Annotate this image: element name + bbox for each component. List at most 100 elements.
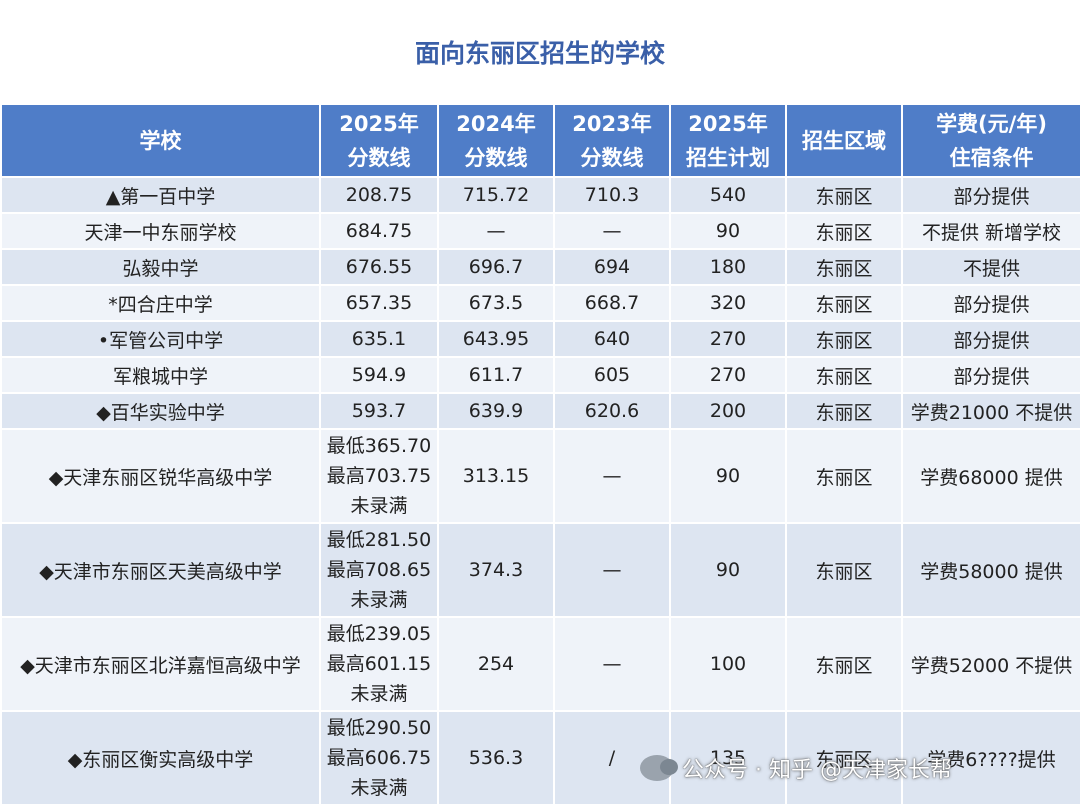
- plan-cell: 100: [669, 616, 787, 712]
- column-header-6: 学费(元/年) 住宿条件: [901, 103, 1080, 178]
- score-line: 未录满: [350, 683, 408, 705]
- score-line: 最高703.75: [326, 465, 432, 487]
- column-header-line: 分数线: [464, 145, 528, 170]
- score-2023-cell: 710.3: [553, 176, 671, 214]
- score-line: 最高606.75: [326, 747, 432, 769]
- plan-cell: 540: [669, 176, 787, 214]
- score-2024-cell: 254: [437, 616, 555, 712]
- plan-cell: 90: [669, 522, 787, 618]
- fee-cell: 部分提供: [901, 320, 1080, 358]
- score-line: 最低365.70: [326, 435, 432, 457]
- fee-cell: 学费68000 提供: [901, 428, 1080, 524]
- school-cell: 弘毅中学: [0, 248, 321, 286]
- area-cell: 东丽区: [785, 320, 903, 358]
- score-line: 635.1: [351, 328, 407, 350]
- score-2023-cell: 668.7: [553, 284, 671, 322]
- column-header-line: 分数线: [580, 145, 644, 170]
- column-header-0: 学校: [0, 103, 321, 178]
- fee-cell: 部分提供: [901, 284, 1080, 322]
- fee-cell: 不提供: [901, 248, 1080, 286]
- wechat-logo-icon: [640, 755, 678, 781]
- fee-cell: 学费52000 不提供: [901, 616, 1080, 712]
- score-2025-cell: 208.75: [319, 176, 439, 214]
- school-cell: ◆东丽区衡实高级中学: [0, 710, 321, 806]
- table-row: ◆天津东丽区锐华高级中学 最低365.70 最高703.75 未录满 313.15—90…: [0, 428, 1080, 524]
- table-row: 军粮城中学 594.9 611.7 605 270 东丽区 部分提供: [0, 356, 1080, 394]
- page-title: 面向东丽区招生的学校: [414, 38, 665, 68]
- score-line: 593.7: [351, 400, 407, 422]
- column-header-2: 2024年 分数线: [437, 103, 555, 178]
- column-header-line: 招生计划: [686, 145, 770, 170]
- plan-cell: 320: [669, 284, 787, 322]
- column-header-line: 学校: [139, 128, 182, 153]
- score-2025-cell: 593.7: [319, 392, 439, 430]
- area-cell: 东丽区: [785, 522, 903, 618]
- area-cell: 东丽区: [785, 176, 903, 214]
- score-2024-cell: 643.95: [437, 320, 555, 358]
- column-header-line: 分数线: [347, 145, 411, 170]
- score-2025-cell: 最低239.05 最高601.15 未录满: [319, 616, 439, 712]
- table-row: ▲第一百中学 208.75 715.72 710.3 540 东丽区 部分提供: [0, 176, 1080, 214]
- watermark-text: 公众号 · 知乎 @天津家长帮: [682, 758, 952, 783]
- plan-cell: 180: [669, 248, 787, 286]
- score-line: 657.35: [345, 292, 413, 314]
- score-2023-cell: —: [553, 616, 671, 712]
- score-2023-cell: 605: [553, 356, 671, 394]
- column-header-line: 2025年: [339, 111, 419, 136]
- score-line: 最低239.05: [326, 623, 432, 645]
- score-2023-cell: —: [553, 428, 671, 524]
- score-line: 最高601.15: [326, 653, 432, 675]
- school-cell: 军粮城中学: [0, 356, 321, 394]
- score-line: 684.75: [345, 220, 413, 242]
- score-line: 最低281.50: [326, 529, 432, 551]
- column-header-line: 学费(元/年): [936, 111, 1047, 136]
- school-cell: 天津一中东丽学校: [0, 212, 321, 250]
- school-cell: ◆天津市东丽区天美高级中学: [0, 522, 321, 618]
- score-line: 未录满: [350, 495, 408, 517]
- column-header-line: 招生区域: [802, 128, 886, 153]
- table-row: 弘毅中学 676.55 696.7 694 180 东丽区 不提供: [0, 248, 1080, 286]
- table-body: ▲第一百中学 208.75 715.72 710.3 540 东丽区 部分提供 天津一中东丽学…: [0, 176, 1080, 806]
- school-cell: ◆天津市东丽区北洋嘉恒高级中学: [0, 616, 321, 712]
- score-line: 未录满: [350, 589, 408, 611]
- area-cell: 东丽区: [785, 212, 903, 250]
- school-cell: ▲第一百中学: [0, 176, 321, 214]
- score-2024-cell: 374.3: [437, 522, 555, 618]
- fee-cell: 学费21000 不提供: [901, 392, 1080, 430]
- score-2025-cell: 684.75: [319, 212, 439, 250]
- score-2025-cell: 657.35: [319, 284, 439, 322]
- plan-cell: 135: [669, 710, 787, 806]
- score-line: 594.9: [351, 364, 407, 386]
- plan-cell: 270: [669, 320, 787, 358]
- score-2024-cell: —: [437, 212, 555, 250]
- area-cell: 东丽区: [785, 616, 903, 712]
- score-line: 208.75: [345, 184, 413, 206]
- fee-cell: 部分提供: [901, 356, 1080, 394]
- fee-cell: 学费6????提供: [901, 710, 1080, 806]
- column-header-5: 招生区域: [785, 103, 903, 178]
- column-header-4: 2025年招生计划: [669, 103, 787, 178]
- area-cell: 东丽区: [785, 284, 903, 322]
- school-cell: ◆百华实验中学: [0, 392, 321, 430]
- school-cell: •军管公司中学: [0, 320, 321, 358]
- score-2023-cell: —: [553, 212, 671, 250]
- area-cell: 东丽区: [785, 392, 903, 430]
- column-header-line: 2023年: [572, 111, 652, 136]
- table-row: 天津一中东丽学校 684.75— —90 东丽区 不提供 新增学校: [0, 212, 1080, 250]
- area-cell: 东丽区: [785, 428, 903, 524]
- score-2025-cell: 最低365.70 最高703.75 未录满: [319, 428, 439, 524]
- column-header-3: 2023年分数线: [553, 103, 671, 178]
- table-row: •军管公司中学 635.1 643.95 640 270 东丽区 部分提供: [0, 320, 1080, 358]
- column-header-line: 2025年: [688, 111, 768, 136]
- score-2024-cell: 611.7: [437, 356, 555, 394]
- score-2023-cell: —: [553, 522, 671, 618]
- table-row: *四合庄中学 657.35 673.5 668.7 320 东丽区 部分提供: [0, 284, 1080, 322]
- score-2023-cell: 620.6: [553, 392, 671, 430]
- area-cell: 东丽区: [785, 356, 903, 394]
- table-row: ◆天津市东丽区天美高级中学 最低281.50 最高708.65 未录满 374.3—90…: [0, 522, 1080, 618]
- score-2023-cell: 640: [553, 320, 671, 358]
- score-2024-cell: 313.15: [437, 428, 555, 524]
- area-cell: 东丽区: [785, 248, 903, 286]
- score-2025-cell: 最低281.50 最高708.65 未录满: [319, 522, 439, 618]
- score-2025-cell: 676.55: [319, 248, 439, 286]
